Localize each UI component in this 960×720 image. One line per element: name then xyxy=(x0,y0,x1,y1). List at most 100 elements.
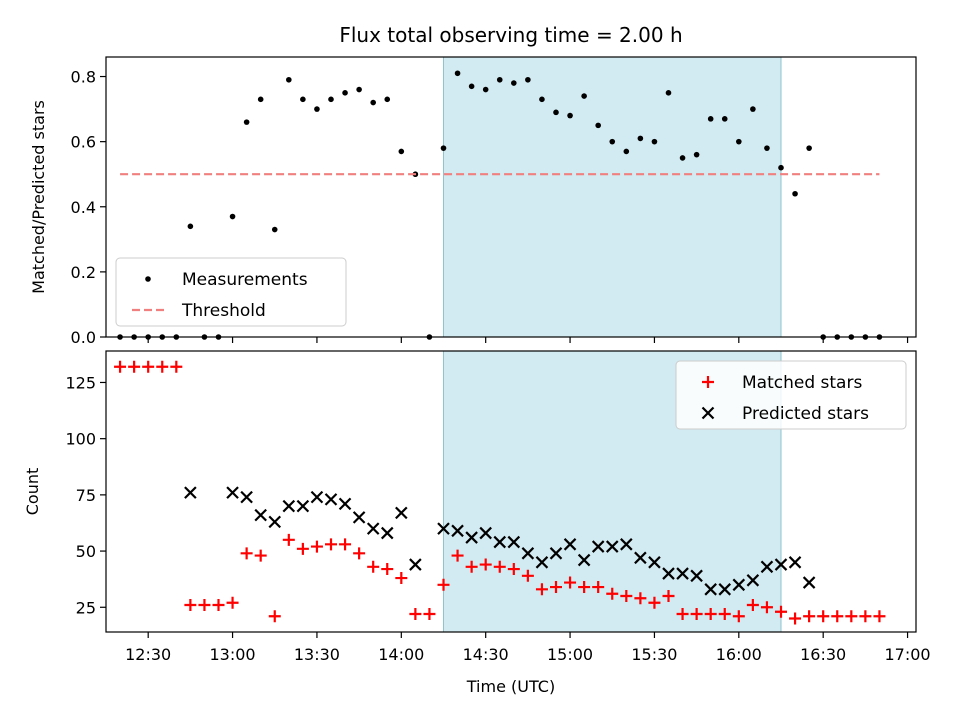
data-point xyxy=(876,334,883,340)
data-point xyxy=(156,360,169,373)
x-axis-label: Time (UTC) xyxy=(466,677,555,696)
legend-label: Measurements xyxy=(182,270,308,290)
data-point xyxy=(539,96,545,103)
data-point xyxy=(201,334,208,340)
legend: Matched stars Predicted stars xyxy=(675,360,907,430)
data-point xyxy=(535,583,548,596)
series-measurements xyxy=(117,70,883,340)
data-point xyxy=(721,116,728,122)
data-point xyxy=(437,522,450,535)
legend-box xyxy=(675,360,907,430)
data-point xyxy=(760,601,773,614)
data-point xyxy=(254,508,267,522)
data-point xyxy=(131,334,137,340)
data-point xyxy=(563,538,577,551)
x-tick-label: 14:00 xyxy=(378,645,424,664)
y-tick-label: 0.0 xyxy=(71,328,96,347)
data-point xyxy=(451,524,464,538)
data-point xyxy=(507,563,520,576)
data-point xyxy=(764,145,770,151)
data-point xyxy=(342,90,348,96)
data-point xyxy=(142,360,155,373)
data-point xyxy=(437,578,450,591)
data-point xyxy=(479,558,492,571)
data-point xyxy=(873,610,886,623)
data-point xyxy=(665,90,672,96)
data-point xyxy=(423,608,436,621)
y-tick-label: 125 xyxy=(65,373,96,392)
data-point xyxy=(550,581,562,594)
data-point xyxy=(679,155,686,161)
data-point xyxy=(395,572,408,585)
data-point xyxy=(591,540,605,553)
data-point xyxy=(535,556,549,569)
data-point xyxy=(451,549,464,562)
y-tick-label: 0.8 xyxy=(71,68,96,87)
data-point xyxy=(380,526,394,540)
series-matched-stars xyxy=(114,360,886,625)
data-point xyxy=(637,135,644,142)
data-point xyxy=(676,608,689,621)
y-tick-label: 100 xyxy=(65,430,96,449)
data-point xyxy=(187,223,194,230)
data-point xyxy=(507,535,521,549)
data-point xyxy=(240,547,253,560)
data-point xyxy=(848,334,855,340)
y-tick-label: 0.2 xyxy=(71,263,96,282)
x-tick-label: 15:00 xyxy=(547,645,593,664)
data-point xyxy=(690,608,703,621)
data-point xyxy=(760,560,774,574)
data-point xyxy=(352,511,366,524)
data-point xyxy=(803,610,816,623)
data-point xyxy=(339,538,352,551)
data-point xyxy=(170,360,183,373)
data-point xyxy=(834,334,841,340)
data-point xyxy=(254,549,267,562)
data-point xyxy=(806,145,812,151)
legend-label: Threshold xyxy=(181,301,266,321)
data-point xyxy=(746,599,759,612)
data-point xyxy=(553,109,559,116)
data-point xyxy=(750,106,756,112)
data-point xyxy=(651,138,658,145)
data-point xyxy=(736,138,742,145)
data-point xyxy=(493,535,507,549)
data-point xyxy=(212,599,225,612)
data-point xyxy=(746,574,760,587)
data-point xyxy=(676,567,689,580)
data-point xyxy=(525,76,531,83)
data-point xyxy=(592,581,605,594)
data-point xyxy=(257,96,264,103)
data-point xyxy=(817,610,830,623)
data-point xyxy=(620,590,633,603)
data-point xyxy=(732,610,745,623)
data-point xyxy=(623,148,630,155)
data-point xyxy=(549,547,563,560)
data-point xyxy=(820,334,826,340)
data-point xyxy=(521,547,535,560)
data-point xyxy=(609,138,616,145)
data-point xyxy=(648,596,661,609)
y-tick-label: 75 xyxy=(76,486,96,505)
data-point xyxy=(577,553,591,567)
x-tick-label: 16:30 xyxy=(800,645,846,664)
data-point xyxy=(338,497,352,511)
y-tick-label: 25 xyxy=(76,598,96,617)
data-point xyxy=(243,119,250,125)
data-point xyxy=(634,592,647,605)
data-point xyxy=(328,96,334,103)
data-point xyxy=(690,569,703,583)
data-point xyxy=(648,556,661,569)
data-point xyxy=(226,596,239,609)
chart-title: Flux total observing time = 2.00 h xyxy=(339,23,682,47)
legend-marker xyxy=(145,276,151,282)
data-point xyxy=(268,515,282,529)
data-point xyxy=(493,560,506,573)
data-point xyxy=(366,522,380,535)
data-point xyxy=(482,86,489,93)
data-point xyxy=(732,578,746,592)
x-tick-label: 15:30 xyxy=(631,645,677,664)
data-point xyxy=(114,360,127,373)
data-point xyxy=(605,540,619,553)
